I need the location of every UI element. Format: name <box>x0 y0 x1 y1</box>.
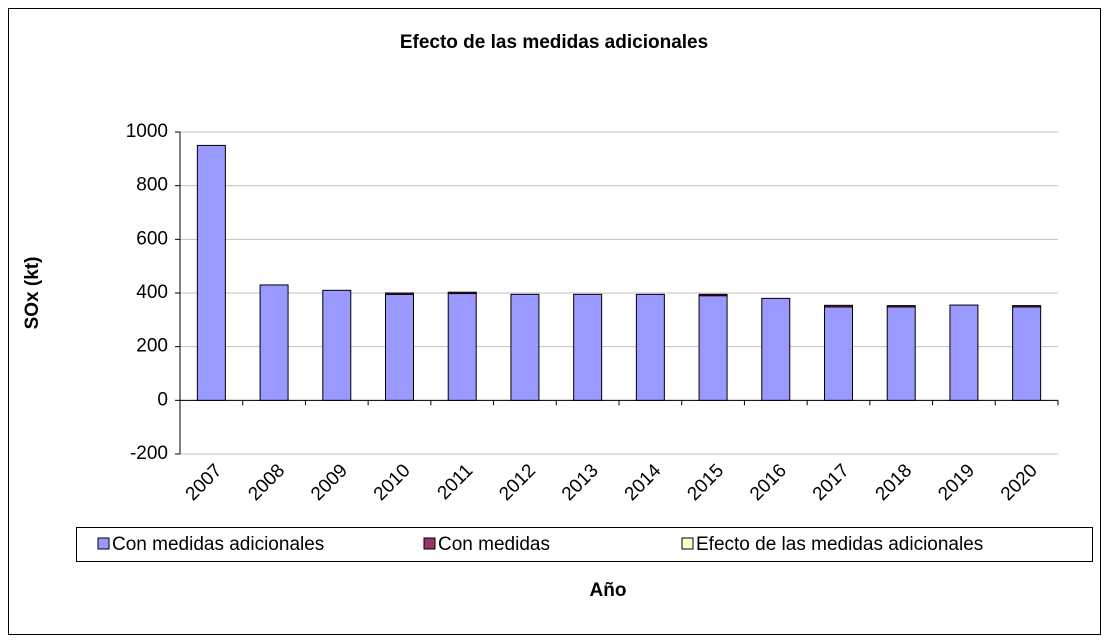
bar-segment <box>385 293 414 401</box>
bar-segment <box>1012 306 1042 401</box>
bar-segment <box>447 291 477 295</box>
bar-segment <box>635 293 665 401</box>
y-tick-label: 800 <box>136 175 168 196</box>
legend-label: Con medidas <box>438 534 550 555</box>
legend-swatch <box>97 537 110 550</box>
y-tick-label: 0 <box>157 389 168 410</box>
y-tick-label: -200 <box>130 443 168 464</box>
bar-segment <box>886 305 916 308</box>
bar-segment <box>698 295 728 401</box>
bar-segment <box>886 306 916 401</box>
y-tick-label: 1000 <box>126 121 168 142</box>
bar-segment <box>949 304 979 401</box>
legend-label: Con medidas adicionales <box>112 534 324 555</box>
bar-segment <box>196 144 226 401</box>
bar-segment <box>510 293 540 401</box>
bar-segment <box>322 289 352 401</box>
bar-segment <box>824 304 853 308</box>
y-axis-label: SOx (kt) <box>22 257 43 330</box>
legend-label: Efecto de las medidas adicionales <box>696 534 983 555</box>
bar-segment <box>385 292 414 295</box>
bar-segment <box>573 293 603 401</box>
legend <box>76 527 1093 562</box>
bar-segment <box>259 284 289 401</box>
bar-segment <box>698 293 728 297</box>
bar-segment <box>1012 305 1042 308</box>
chart-title: Efecto de las medidas adicionales <box>400 32 708 53</box>
bar-segment <box>824 306 853 401</box>
y-tick-label: 200 <box>136 336 168 357</box>
legend-swatch <box>423 537 436 550</box>
y-tick-label: 400 <box>136 282 168 303</box>
y-tick-label: 600 <box>136 228 168 249</box>
bar-segment <box>447 293 477 401</box>
bar-segment <box>761 297 791 401</box>
legend-swatch <box>681 537 694 550</box>
x-axis-label: Año <box>590 580 627 601</box>
